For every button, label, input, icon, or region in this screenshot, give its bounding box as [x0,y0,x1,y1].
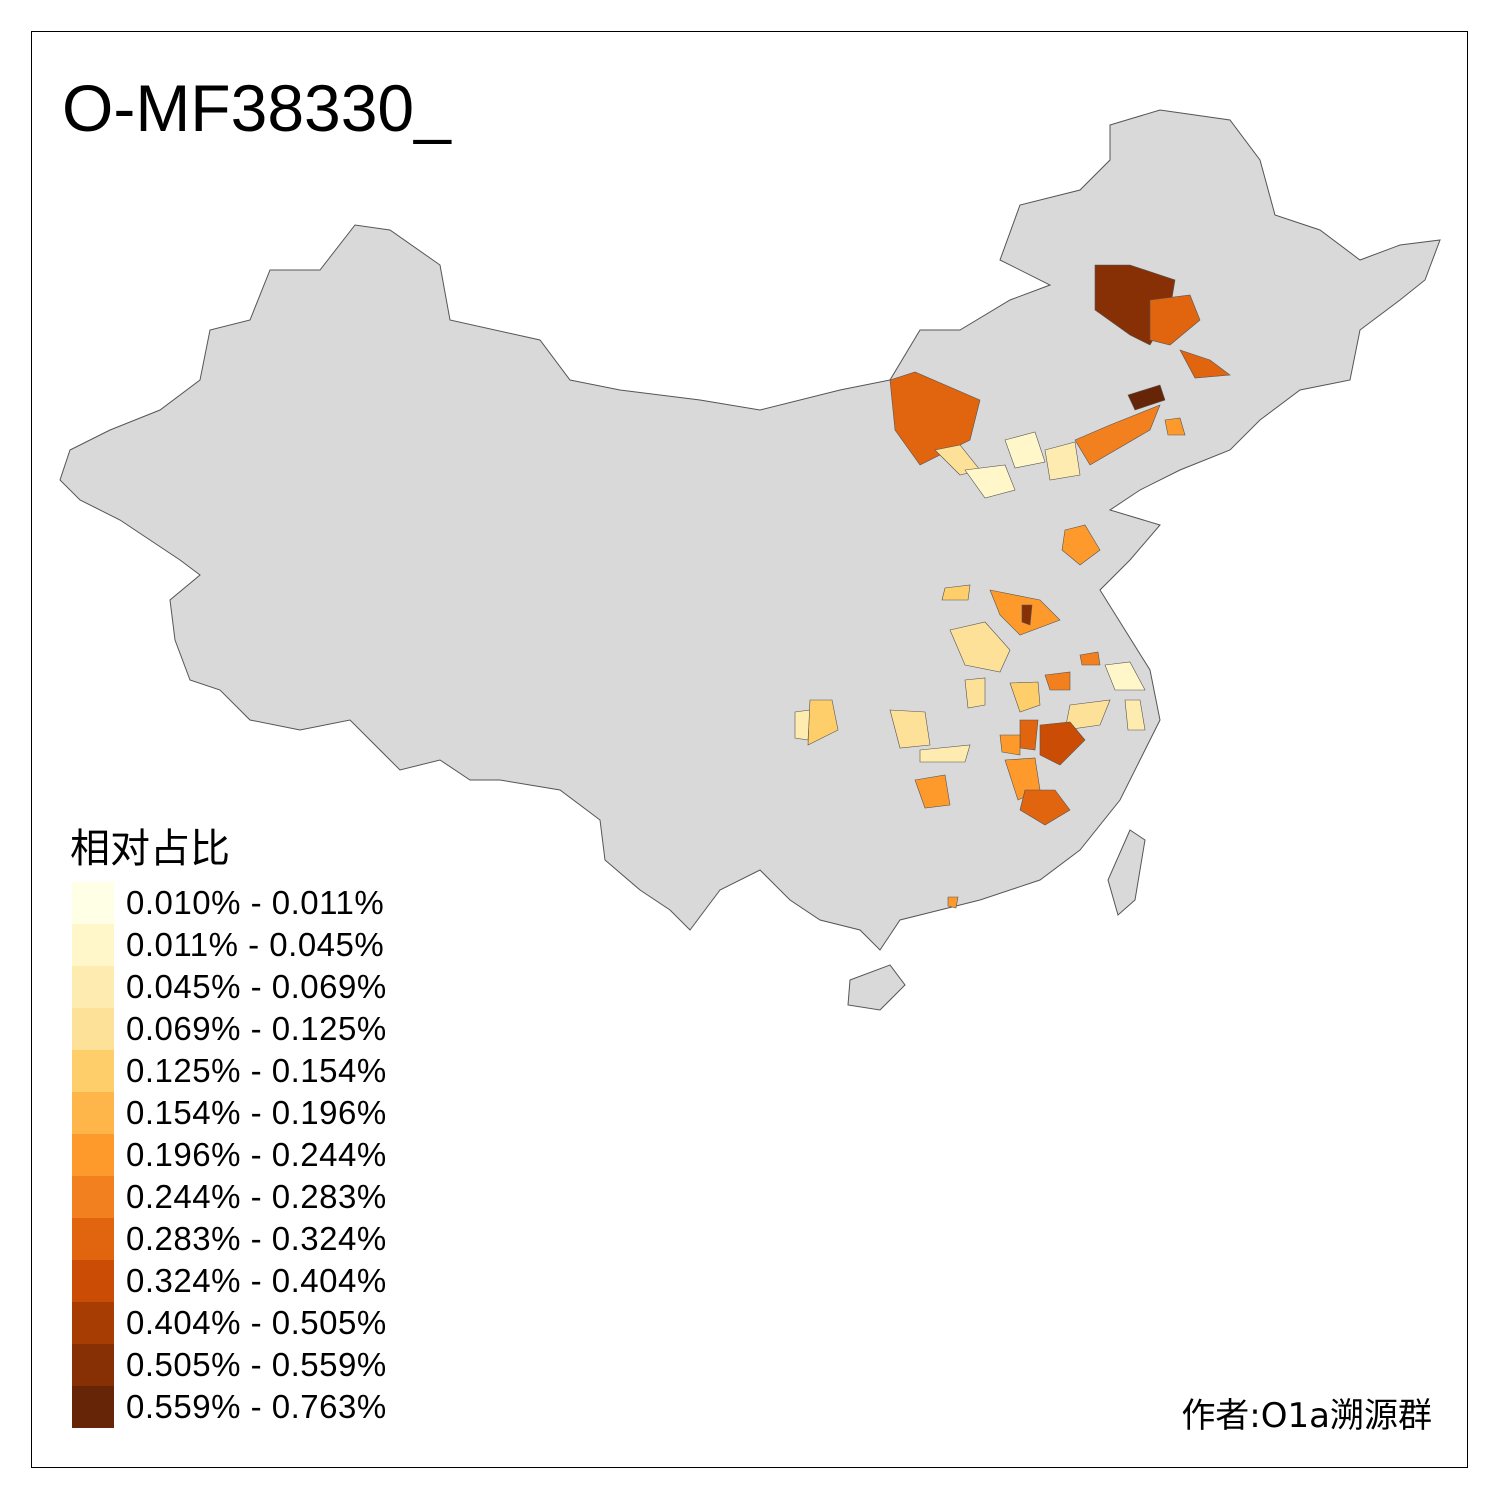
china-mainland [59,109,1441,951]
region [889,371,981,466]
legend: 0.010% - 0.011% 0.011% - 0.045% 0.045% - 0… [72,882,387,1428]
region [1044,441,1081,481]
region [1124,699,1146,731]
legend-label: 0.404% - 0.505% [126,1304,387,1341]
legend-swatch [72,1344,114,1386]
legend-label: 0.324% - 0.404% [126,1262,387,1299]
legend-swatch [72,1176,114,1218]
region [1021,604,1033,626]
legend-item: 0.324% - 0.404% [72,1260,387,1302]
hainan-island [847,964,906,1011]
legend-item: 0.559% - 0.763% [72,1386,387,1428]
region-highlights [794,264,1231,909]
region [889,709,931,749]
legend-label: 0.505% - 0.559% [126,1346,387,1383]
legend-item: 0.404% - 0.505% [72,1302,387,1344]
legend-item: 0.283% - 0.324% [72,1218,387,1260]
legend-item: 0.505% - 0.559% [72,1344,387,1386]
legend-label: 0.045% - 0.069% [126,968,387,1005]
region [1074,404,1161,466]
region [949,621,1011,673]
legend-swatch [72,1008,114,1050]
legend-label: 0.196% - 0.244% [126,1136,387,1173]
region [1104,661,1146,691]
region [1019,789,1071,826]
map-title: O-MF38330_ [62,71,451,145]
legend-item: 0.010% - 0.011% [72,882,387,924]
legend-swatch [72,924,114,966]
legend-swatch [72,966,114,1008]
region [919,744,971,763]
legend-swatch [72,1218,114,1260]
legend-item: 0.154% - 0.196% [72,1092,387,1134]
legend-label: 0.244% - 0.283% [126,1178,387,1215]
region [794,709,811,741]
legend-label: 0.069% - 0.125% [126,1010,387,1047]
legend-swatch [72,1386,114,1428]
region [1061,524,1101,566]
legend-label: 0.011% - 0.045% [126,926,385,963]
region [1019,719,1039,751]
legend-swatch [72,1134,114,1176]
legend-swatch [72,1092,114,1134]
region [947,896,959,909]
region [1044,671,1071,691]
region [964,677,986,709]
legend-item: 0.196% - 0.244% [72,1134,387,1176]
legend-item: 0.125% - 0.154% [72,1050,387,1092]
legend-label: 0.125% - 0.154% [126,1052,387,1089]
region [1039,721,1086,766]
region [914,774,951,809]
legend-label: 0.559% - 0.763% [126,1388,387,1425]
region [1179,349,1231,379]
region [1127,384,1166,411]
legend-swatch [72,1050,114,1092]
legend-label: 0.154% - 0.196% [126,1094,387,1131]
legend-label: 0.283% - 0.324% [126,1220,387,1257]
legend-label: 0.010% - 0.011% [126,884,385,921]
region [807,699,839,746]
taiwan-island [1107,829,1146,916]
region [1064,699,1111,731]
region [1079,651,1101,666]
legend-item: 0.244% - 0.283% [72,1176,387,1218]
region [1009,681,1041,713]
legend-swatch [72,1260,114,1302]
legend-title: 相对占比 [70,826,230,872]
legend-swatch [72,882,114,924]
legend-item: 0.045% - 0.069% [72,966,387,1008]
legend-item: 0.069% - 0.125% [72,1008,387,1050]
region [1164,417,1186,436]
region [999,734,1021,756]
legend-swatch [72,1302,114,1344]
region [1149,294,1201,346]
region [964,464,1016,499]
region [1004,431,1046,469]
region [941,584,971,601]
map-frame [31,31,1468,1468]
author-credit: 作者:O1a溯源群 [1181,1396,1432,1436]
legend-item: 0.011% - 0.045% [72,924,387,966]
